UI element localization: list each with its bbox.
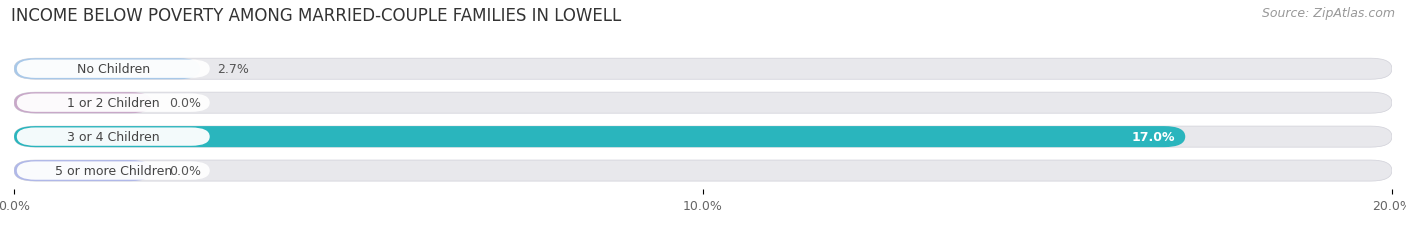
FancyBboxPatch shape bbox=[14, 127, 1185, 148]
FancyBboxPatch shape bbox=[14, 93, 1392, 114]
Text: 0.0%: 0.0% bbox=[169, 164, 201, 177]
FancyBboxPatch shape bbox=[14, 93, 152, 114]
FancyBboxPatch shape bbox=[14, 160, 1392, 181]
FancyBboxPatch shape bbox=[17, 94, 209, 112]
Text: 0.0%: 0.0% bbox=[169, 97, 201, 110]
Text: 2.7%: 2.7% bbox=[218, 63, 249, 76]
FancyBboxPatch shape bbox=[14, 160, 152, 181]
Text: No Children: No Children bbox=[77, 63, 150, 76]
FancyBboxPatch shape bbox=[14, 127, 1392, 148]
Text: Source: ZipAtlas.com: Source: ZipAtlas.com bbox=[1261, 7, 1395, 20]
Text: 17.0%: 17.0% bbox=[1132, 131, 1175, 143]
FancyBboxPatch shape bbox=[17, 162, 209, 180]
FancyBboxPatch shape bbox=[17, 60, 209, 79]
Text: 1 or 2 Children: 1 or 2 Children bbox=[67, 97, 159, 110]
Text: 3 or 4 Children: 3 or 4 Children bbox=[67, 131, 159, 143]
FancyBboxPatch shape bbox=[17, 128, 209, 146]
FancyBboxPatch shape bbox=[14, 59, 200, 80]
FancyBboxPatch shape bbox=[14, 59, 1392, 80]
Text: 5 or more Children: 5 or more Children bbox=[55, 164, 172, 177]
Text: INCOME BELOW POVERTY AMONG MARRIED-COUPLE FAMILIES IN LOWELL: INCOME BELOW POVERTY AMONG MARRIED-COUPL… bbox=[11, 7, 621, 25]
